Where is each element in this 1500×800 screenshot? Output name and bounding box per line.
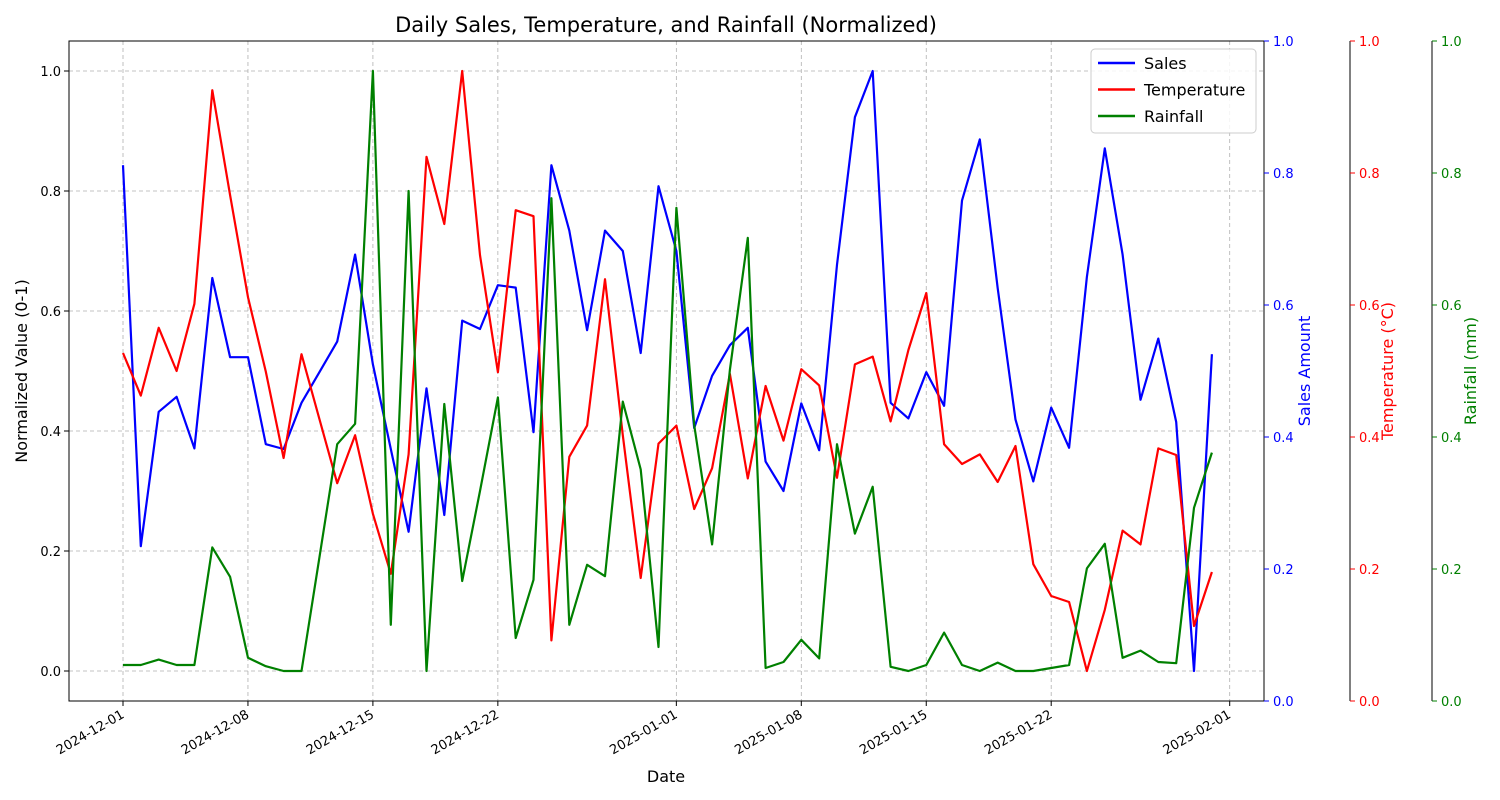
series-lines xyxy=(121,69,1213,673)
x-tick-label: 2024-12-08 xyxy=(179,707,252,758)
secondary-tick-label: 0.0 xyxy=(1441,695,1462,710)
secondary-tick-label: 0.8 xyxy=(1359,167,1380,182)
secondary-tick-label: 0.6 xyxy=(1273,299,1294,314)
x-tick-label: 2025-01-08 xyxy=(732,707,805,758)
grid xyxy=(69,41,1264,701)
secondary-tick-label: 0.6 xyxy=(1359,299,1380,314)
secondary-tick-label: 0.2 xyxy=(1273,563,1294,578)
legend: Sales Temperature Rainfall xyxy=(1090,48,1257,134)
y-tick-label: 0.6 xyxy=(40,305,61,320)
secondary-axis-sales-amount: 0.0 0.2 0.4 0.6 0.8 1.0 Sales Amount xyxy=(1263,35,1314,710)
x-tick-label: 2024-12-01 xyxy=(54,707,127,758)
chart-title: Daily Sales, Temperature, and Rainfall (… xyxy=(395,13,937,37)
x-axis: 2024-12-01 2024-12-08 2024-12-15 2024-12-22… xyxy=(54,701,1234,758)
y-axis-title: Normalized Value (0-1) xyxy=(12,279,31,462)
secondary-tick-label: 0.4 xyxy=(1273,431,1294,446)
secondary-tick-label: 0.2 xyxy=(1441,563,1462,578)
series-line-sales xyxy=(121,69,1213,673)
y-axis-left: 0.0 0.2 0.4 0.6 0.8 1.0 xyxy=(40,65,69,680)
secondary-tick-label: 0.0 xyxy=(1359,695,1380,710)
secondary-axis-title: Rainfall (mm) xyxy=(1461,317,1480,425)
x-tick-label: 2024-12-15 xyxy=(304,707,377,758)
secondary-tick-label: 0.8 xyxy=(1273,167,1294,182)
secondary-tick-label: 0.6 xyxy=(1441,299,1462,314)
secondary-tick-label: 0.0 xyxy=(1273,695,1294,710)
x-tick-label: 2025-01-15 xyxy=(857,707,930,758)
x-tick-label: 2024-12-22 xyxy=(429,707,502,758)
series-line-rainfall xyxy=(123,69,1213,673)
secondary-tick-label: 1.0 xyxy=(1273,35,1294,50)
secondary-tick-label: 0.8 xyxy=(1441,167,1462,182)
y-tick-label: 0.2 xyxy=(40,545,61,560)
y-tick-label: 0.4 xyxy=(40,425,61,440)
x-tick-label: 2025-01-22 xyxy=(982,707,1055,758)
secondary-tick-label: 0.4 xyxy=(1441,431,1462,446)
secondary-tick-label: 0.2 xyxy=(1359,563,1380,578)
x-tick-label: 2025-01-01 xyxy=(607,707,680,758)
x-tick-label: 2025-02-01 xyxy=(1161,707,1234,758)
legend-label-rainfall: Rainfall xyxy=(1144,107,1203,126)
y-tick-label: 1.0 xyxy=(40,65,61,80)
secondary-axis-rainfall-mm: 0.0 0.2 0.4 0.6 0.8 1.0 Rainfall (mm) xyxy=(1431,35,1480,710)
legend-label-sales: Sales xyxy=(1144,54,1187,73)
secondary-axis-title: Sales Amount xyxy=(1295,316,1314,427)
x-axis-title: Date xyxy=(647,767,685,786)
y-tick-label: 0.0 xyxy=(40,665,61,680)
legend-box xyxy=(1090,48,1257,134)
secondary-tick-label: 1.0 xyxy=(1359,35,1380,50)
secondary-tick-label: 1.0 xyxy=(1441,35,1462,50)
secondary-axis-temperature-c: 0.0 0.2 0.4 0.6 0.8 1.0 Temperature (°C) xyxy=(1349,35,1397,710)
secondary-axis-title: Temperature (°C) xyxy=(1378,302,1397,441)
secondary-tick-label: 0.4 xyxy=(1359,431,1380,446)
series-line-temperature xyxy=(121,69,1213,673)
y-tick-label: 0.8 xyxy=(40,185,61,200)
legend-label-temperature: Temperature xyxy=(1143,81,1245,100)
